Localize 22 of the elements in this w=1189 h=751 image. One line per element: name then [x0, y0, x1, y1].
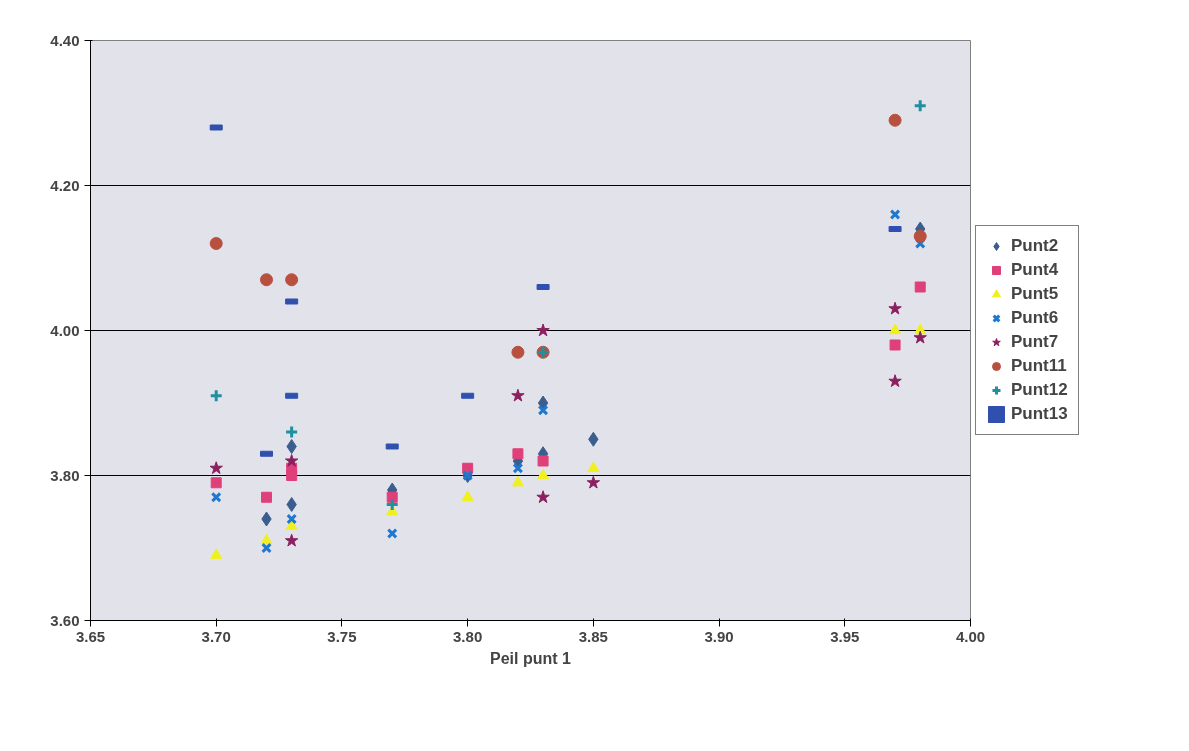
y-tick-label: 4.40	[50, 31, 80, 49]
legend-label: Punt4	[1011, 260, 1059, 280]
x-tick-label: 3.65	[75, 627, 106, 645]
legend-label: Punt13	[1011, 404, 1068, 424]
x-tick-label: 3.95	[830, 627, 860, 645]
x-tick-label: 3.70	[201, 627, 231, 645]
legend-label: Punt11	[1011, 356, 1067, 376]
x-tick-label: 3.90	[704, 627, 734, 645]
legend-label: Punt6	[1011, 308, 1059, 328]
y-tick-label: 4.20	[50, 176, 80, 194]
y-tick-label: 4.00	[50, 321, 80, 339]
legend-label: Punt2	[1011, 236, 1059, 256]
x-tick-label: 3.85	[578, 627, 608, 645]
x-tick-label: 3.75	[327, 627, 357, 645]
x-tick-label: 3.80	[453, 627, 483, 645]
legend-label: Punt7	[1011, 332, 1059, 352]
x-axis-title: Peil punt 1	[490, 649, 572, 667]
y-tick-label: 3.80	[50, 466, 80, 484]
legend-label: Punt5	[1011, 284, 1059, 304]
legend-label: Punt12	[1011, 380, 1068, 400]
y-tick-label: 3.60	[50, 611, 80, 629]
x-tick-label: 4.00	[955, 627, 986, 645]
